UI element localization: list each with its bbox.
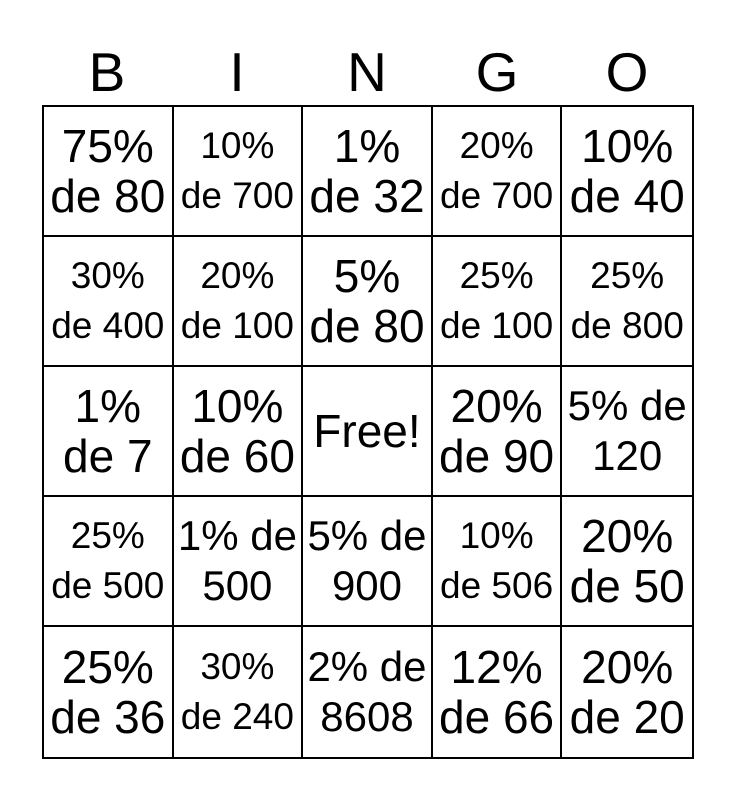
cell-line1: 25% xyxy=(70,515,145,556)
cell-line2: de 800 xyxy=(570,305,684,346)
cell-r1c5[interactable]: 10% de 40 xyxy=(562,107,692,237)
cell-line1: 20% xyxy=(459,125,534,166)
cell-r4c5[interactable]: 20% de 50 xyxy=(562,497,692,627)
cell-line2: de 40 xyxy=(569,170,685,222)
cell-line1: 20% xyxy=(581,510,674,562)
cell-line1: 30% xyxy=(200,646,275,687)
title-letter-b: B xyxy=(88,41,126,103)
title-letter-n: N xyxy=(347,41,387,103)
cell-line2: de 240 xyxy=(180,696,294,737)
cell-line1: 12% xyxy=(450,641,543,693)
cell-line2: de 32 xyxy=(309,170,425,222)
cell-line2: de 20 xyxy=(569,691,685,743)
title-letter-i: I xyxy=(229,41,245,103)
cell-r5c3[interactable]: 2% de 8608 xyxy=(303,627,433,757)
cell-r5c1[interactable]: 25% de 36 xyxy=(44,627,174,757)
cell-line1: 20% xyxy=(200,255,275,296)
title-letter-o: O xyxy=(605,41,649,103)
cell-line1: 5% xyxy=(333,250,401,302)
cell-line2: 120 xyxy=(592,432,663,479)
cell-line1: 10% xyxy=(459,515,534,556)
cell-r5c5[interactable]: 20% de 20 xyxy=(562,627,692,757)
cell-r2c2[interactable]: 20% de 100 xyxy=(173,237,304,367)
cell-line1: 10% xyxy=(200,125,275,166)
cell-line1: 25% xyxy=(459,255,534,296)
cell-line2: de 506 xyxy=(440,565,554,606)
cell-r1c3[interactable]: 1% de 32 xyxy=(303,107,433,237)
cell-line2: de 80 xyxy=(50,170,166,222)
cell-line1: 1% xyxy=(333,120,401,172)
cell-line2: de 66 xyxy=(439,691,555,743)
cell-line1: 10% xyxy=(581,120,674,172)
cell-r2c5[interactable]: 25% de 800 xyxy=(562,237,692,367)
cell-line2: de 400 xyxy=(51,305,165,346)
cell-line1: 20% xyxy=(581,641,674,693)
cell-r1c4[interactable]: 20% de 700 xyxy=(432,107,563,237)
cell-r2c4[interactable]: 25% de 100 xyxy=(432,237,563,367)
cell-line1: 5% de xyxy=(567,382,687,429)
cell-r3c3-free[interactable]: Free! xyxy=(303,367,433,497)
bingo-title: B I N G O xyxy=(42,45,692,100)
cell-line1: 2% de xyxy=(307,643,427,690)
cell-line2: de 700 xyxy=(440,175,554,216)
cell-r3c2[interactable]: 10% de 60 xyxy=(173,367,304,497)
cell-line1: 25% xyxy=(590,255,665,296)
cell-line2: de 100 xyxy=(440,305,554,346)
cell-line1: 25% xyxy=(61,641,154,693)
cell-line1: 30% xyxy=(70,255,145,296)
cell-r1c2[interactable]: 10% de 700 xyxy=(173,107,304,237)
cell-r1c1[interactable]: 75% de 80 xyxy=(44,107,174,237)
cell-line2: de 80 xyxy=(309,300,425,352)
cell-r3c4[interactable]: 20% de 90 xyxy=(432,367,563,497)
title-letter-g: G xyxy=(475,41,519,103)
cell-line1: 5% de xyxy=(307,512,427,559)
cell-line2: de 36 xyxy=(50,691,166,743)
cell-line2: de 90 xyxy=(439,430,555,482)
cell-r5c2[interactable]: 30% de 240 xyxy=(173,627,304,757)
cell-r4c3[interactable]: 5% de 900 xyxy=(303,497,433,627)
cell-line2: 900 xyxy=(331,562,403,609)
cell-line2: de 100 xyxy=(180,305,294,346)
cell-line2: de 50 xyxy=(569,560,685,612)
cell-line2: de 7 xyxy=(63,430,153,482)
cell-line1: 20% xyxy=(450,380,543,432)
cell-line1: 10% xyxy=(191,380,284,432)
cell-line2: 8608 xyxy=(320,693,414,740)
cell-r5c4[interactable]: 12% de 66 xyxy=(432,627,563,757)
cell-r4c2[interactable]: 1% de 500 xyxy=(173,497,304,627)
cell-line1: 1% de xyxy=(177,512,297,559)
cell-line1: 1% xyxy=(74,380,142,432)
cell-line2: 500 xyxy=(202,562,273,609)
cell-line2: de 500 xyxy=(51,565,165,606)
cell-r2c1[interactable]: 30% de 400 xyxy=(44,237,174,367)
cell-line2: de 700 xyxy=(180,175,294,216)
cell-line2: de 60 xyxy=(179,430,295,482)
free-cell-label: Free! xyxy=(313,405,421,457)
cell-r3c1[interactable]: 1% de 7 xyxy=(44,367,174,497)
cell-r2c3[interactable]: 5% de 80 xyxy=(303,237,433,367)
cell-r3c5[interactable]: 5% de 120 xyxy=(562,367,692,497)
cell-line1: 75% xyxy=(61,120,154,172)
bingo-card-grid: 75% de 80 10% de 700 1% de 32 20% de 700… xyxy=(42,105,694,759)
cell-r4c1[interactable]: 25% de 500 xyxy=(44,497,174,627)
cell-r4c4[interactable]: 10% de 506 xyxy=(432,497,563,627)
